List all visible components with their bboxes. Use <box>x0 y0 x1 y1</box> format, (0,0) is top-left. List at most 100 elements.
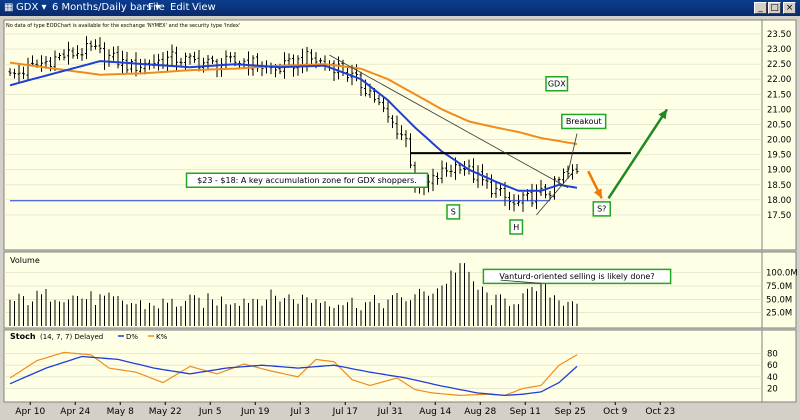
price-lines <box>9 54 669 216</box>
price-tick-label: 23.00 <box>767 45 791 55</box>
stoch-axis <box>761 329 797 403</box>
annotation-label: H <box>513 223 519 232</box>
price-tick-label: 21.00 <box>767 105 791 115</box>
stoch-tick-label: 40 <box>767 373 778 383</box>
stoch-panel <box>3 329 763 403</box>
volume-tick-label: 50.0M <box>766 295 792 305</box>
volume-annotation-label-box <box>482 268 672 285</box>
menu-file[interactable]: File <box>148 2 165 13</box>
stoch-tick-label: 60 <box>767 361 778 371</box>
annotation-label-box <box>185 172 429 188</box>
stoch-legend: Stoch (14, 7, 7) Delayed D% K% <box>10 332 168 341</box>
period-selector[interactable]: 6 Months/Daily bars ▾ <box>52 2 160 13</box>
stoch-d-line <box>9 355 578 397</box>
stoch-title: Stoch <box>10 332 36 341</box>
volume-y-ticks: 100.0M 75.0M 50.0M 25.0M <box>766 269 798 319</box>
x-tick-label: Oct 9 <box>603 407 627 417</box>
price-tick-label: 22.50 <box>767 60 791 70</box>
x-tick-label: Aug 14 <box>419 407 451 417</box>
volume-pointer-line <box>500 279 542 284</box>
price-tick-label: 21.50 <box>767 90 791 100</box>
up-arrow <box>607 108 669 200</box>
chart-icon: ▦ <box>4 2 14 13</box>
price-tick-label: 20.50 <box>767 120 791 130</box>
price-tick-label: 22.00 <box>767 75 791 85</box>
volume-title: Volume <box>10 256 40 265</box>
stoch-tick-label: 20 <box>767 384 778 394</box>
ma-slow-line <box>9 61 578 146</box>
uptrend-line <box>536 172 573 216</box>
x-tick-label: Aug 28 <box>464 407 496 417</box>
volume-axis <box>761 251 797 329</box>
x-tick-label: Sep 25 <box>555 407 586 417</box>
price-y-ticks: 23.50 23.00 22.50 22.00 21.50 21.00 20.50 20.00… <box>767 30 791 221</box>
annotation-label-box <box>446 204 461 220</box>
x-tick-label: Apr 24 <box>60 407 90 417</box>
price-bars <box>8 36 579 212</box>
x-tick-label: May 22 <box>149 407 182 417</box>
price-annotations: GDX Breakout $23 - $18: A key accumulation… <box>185 76 611 235</box>
price-tick-label: 19.50 <box>767 151 791 161</box>
symbol-selector[interactable]: GDX ▾ <box>16 2 47 13</box>
price-tick-label: 17.50 <box>767 211 791 221</box>
up-arrow-head <box>658 109 667 120</box>
annotation-label-box <box>545 76 569 92</box>
menu-edit[interactable]: Edit <box>170 2 190 13</box>
price-tick-label: 20.00 <box>767 136 791 146</box>
volume-annotations: Vanturd-oriented selling is likely done? <box>482 268 672 285</box>
chart-canvas: No data of type EODChart is available fo… <box>0 16 800 420</box>
x-tick-label: Jun 19 <box>240 407 270 417</box>
maximize-icon[interactable]: □ <box>768 2 781 14</box>
ma-fast-line <box>9 60 578 192</box>
x-tick-label: Sep 11 <box>510 407 541 417</box>
menu-view[interactable]: View <box>192 2 216 13</box>
stoch-k-label: K% <box>156 333 168 341</box>
annotation-label: Breakout <box>566 117 602 126</box>
no-data-notice: No data of type EODChart is available fo… <box>6 23 240 29</box>
annotation-label-box <box>561 113 607 130</box>
volume-tick-label: 100.0M <box>766 269 798 279</box>
x-axis-ticks: Apr 10 Apr 24 May 8 May 22 Jun 5 Jun 19 Jul 3 J… <box>15 402 675 417</box>
annotation-label-box <box>592 201 611 217</box>
period-label: 6 Months/Daily bars <box>52 2 152 13</box>
volume-tick-label: 25.0M <box>766 309 792 319</box>
price-tick-label: 19.00 <box>767 166 791 176</box>
minimize-icon[interactable]: _ <box>754 2 767 14</box>
x-tick-label: Jun 5 <box>198 407 222 417</box>
down-arrow-head <box>593 188 602 199</box>
x-tick-label: Jul 31 <box>377 407 403 417</box>
price-axis <box>761 19 797 251</box>
x-tick-label: Jul 17 <box>332 407 358 417</box>
title-bar: ▦ GDX ▾ 6 Months/Daily bars ▾ File Edit … <box>0 0 800 16</box>
price-tick-label: 23.50 <box>767 30 791 40</box>
annotation-label: S? <box>597 205 606 214</box>
annotation-label: S <box>451 208 456 217</box>
symbol-label: GDX <box>16 2 39 13</box>
x-tick-label: May 8 <box>107 407 134 417</box>
x-tick-label: Jul 3 <box>290 407 310 417</box>
price-panel <box>3 19 763 251</box>
downtrend-line <box>329 54 569 189</box>
volume-bars <box>9 263 578 326</box>
volume-annotation-label: Vanturd-oriented selling is likely done? <box>499 272 654 281</box>
stoch-grid <box>4 353 762 389</box>
stoch-lines <box>9 351 578 397</box>
x-tick-label: Apr 10 <box>15 407 45 417</box>
dropdown-arrow-icon: ▾ <box>154 2 160 13</box>
annotation-label: $23 - $18: A key accumulation zone for G… <box>197 176 417 185</box>
close-icon[interactable]: × <box>783 2 796 14</box>
stoch-params: (14, 7, 7) Delayed <box>40 333 103 341</box>
price-tick-label: 18.50 <box>767 181 791 191</box>
annotation-label: GDX <box>548 80 566 89</box>
breakout-pointer <box>567 133 578 173</box>
stoch-k-line <box>9 351 578 397</box>
volume-tick-label: 75.0M <box>766 282 792 292</box>
dropdown-arrow-icon: ▾ <box>41 2 47 13</box>
x-tick-label: Oct 23 <box>645 407 675 417</box>
price-tick-label: 18.00 <box>767 196 791 206</box>
annotation-label-box <box>509 219 524 235</box>
stoch-tick-label: 80 <box>767 350 778 360</box>
stoch-d-label: D% <box>126 333 138 341</box>
